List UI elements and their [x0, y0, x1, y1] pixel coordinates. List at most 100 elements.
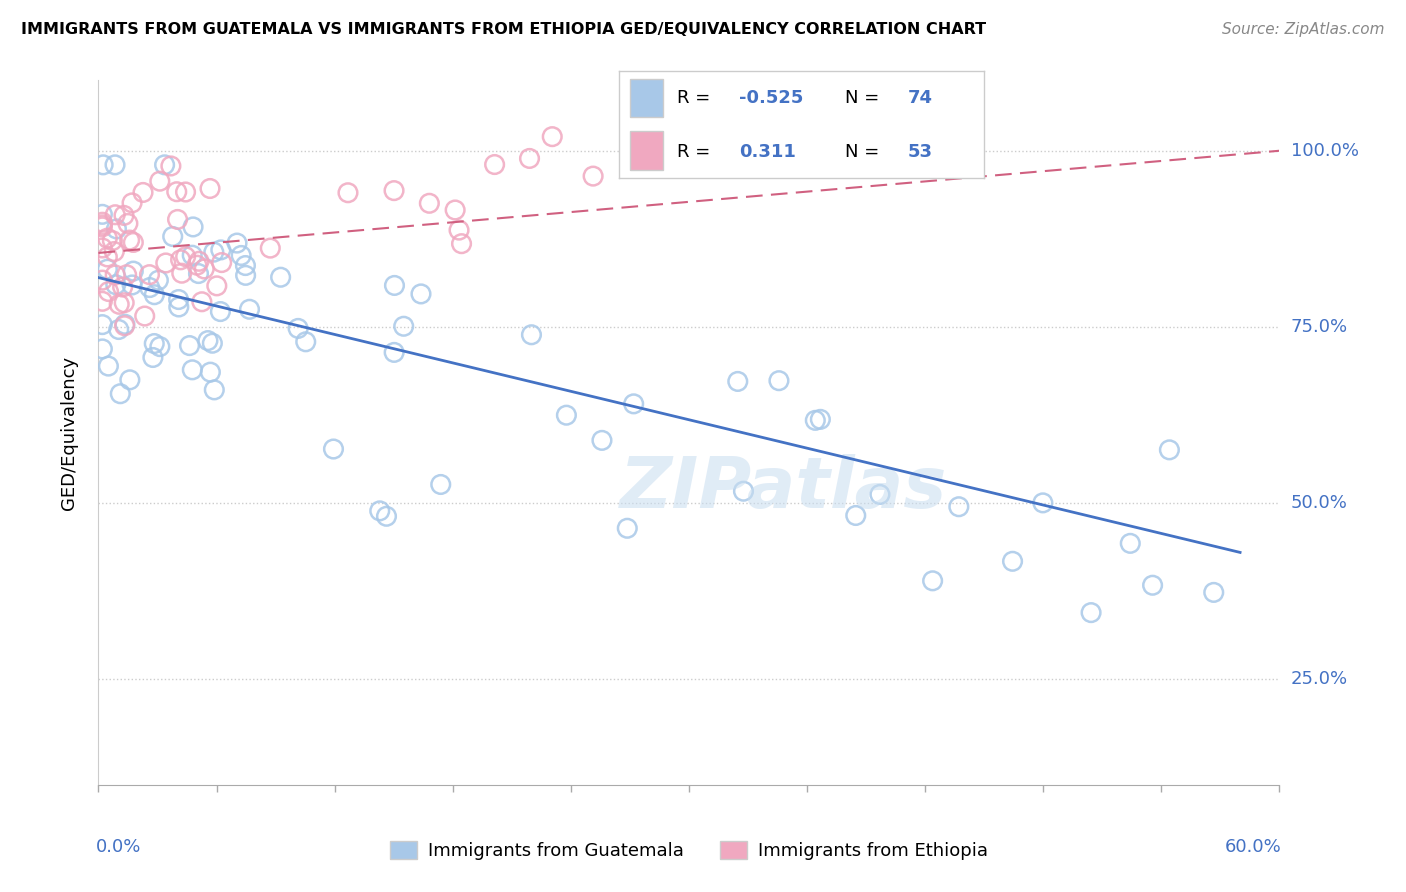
Point: [142, 351, 165, 365]
Point: [259, 241, 281, 255]
Text: -0.525: -0.525: [740, 89, 804, 107]
Point: [138, 268, 160, 282]
Point: [294, 334, 316, 349]
Point: [287, 321, 309, 335]
Text: 60.0%: 60.0%: [1225, 838, 1282, 855]
Point: [1080, 606, 1102, 620]
Point: [845, 508, 868, 523]
Text: 74: 74: [907, 89, 932, 107]
Point: [200, 365, 222, 379]
Point: [170, 266, 193, 280]
Point: [91, 241, 114, 255]
Point: [149, 340, 172, 354]
Point: [122, 264, 145, 278]
Point: [555, 408, 578, 422]
Point: [447, 223, 470, 237]
Text: 100.0%: 100.0%: [1291, 142, 1358, 160]
Text: R =: R =: [678, 89, 716, 107]
Point: [110, 386, 132, 401]
Point: [444, 202, 467, 217]
Text: ZIPatlas: ZIPatlas: [620, 455, 948, 524]
Point: [198, 181, 221, 195]
Point: [211, 255, 233, 269]
Point: [188, 254, 211, 268]
Point: [174, 250, 197, 264]
Point: [1119, 536, 1142, 550]
Point: [91, 219, 114, 234]
Point: [96, 231, 118, 245]
Text: 53: 53: [907, 143, 932, 161]
Point: [167, 293, 190, 307]
Point: [167, 300, 190, 314]
Point: [91, 273, 114, 287]
Point: [96, 262, 118, 277]
Text: 0.0%: 0.0%: [96, 838, 142, 855]
Point: [733, 484, 755, 499]
Point: [121, 195, 143, 210]
Point: [226, 236, 249, 251]
Point: [382, 184, 405, 198]
Point: [104, 277, 127, 292]
Y-axis label: GED/Equivalency: GED/Equivalency: [59, 356, 77, 509]
Text: Source: ZipAtlas.com: Source: ZipAtlas.com: [1222, 22, 1385, 37]
Point: [104, 208, 127, 222]
Point: [270, 270, 292, 285]
Point: [541, 129, 564, 144]
Text: IMMIGRANTS FROM GUATEMALA VS IMMIGRANTS FROM ETHIOPIA GED/EQUIVALENCY CORRELATIO: IMMIGRANTS FROM GUATEMALA VS IMMIGRANTS …: [21, 22, 986, 37]
Point: [101, 234, 124, 248]
Point: [91, 215, 114, 229]
Point: [166, 212, 188, 227]
Point: [91, 294, 114, 309]
Point: [519, 152, 541, 166]
Point: [582, 169, 605, 183]
Point: [1032, 496, 1054, 510]
Point: [193, 262, 215, 277]
Point: [104, 268, 127, 282]
Point: [181, 219, 204, 234]
Point: [162, 229, 184, 244]
Point: [392, 319, 415, 334]
Point: [103, 244, 125, 259]
Point: [209, 243, 232, 257]
Point: [808, 412, 831, 426]
Point: [869, 487, 891, 501]
Point: [97, 359, 120, 373]
Point: [201, 336, 224, 351]
Point: [921, 574, 943, 588]
Point: [238, 302, 260, 317]
Point: [97, 285, 120, 299]
Point: [181, 248, 204, 262]
Point: [105, 222, 128, 236]
Point: [111, 280, 134, 294]
Point: [623, 397, 645, 411]
Point: [107, 322, 129, 336]
Point: [91, 342, 114, 356]
Point: [231, 248, 253, 262]
Point: [179, 338, 201, 352]
Point: [166, 185, 188, 199]
Point: [616, 521, 638, 535]
Point: [409, 287, 432, 301]
Point: [205, 278, 228, 293]
Point: [174, 185, 197, 199]
Point: [948, 500, 970, 514]
Point: [112, 295, 135, 310]
Point: [138, 280, 160, 294]
Point: [121, 277, 143, 292]
Point: [91, 318, 114, 332]
Point: [96, 250, 118, 264]
Text: R =: R =: [678, 143, 716, 161]
Point: [368, 504, 391, 518]
Bar: [630, 131, 662, 169]
Point: [91, 207, 114, 221]
Point: [143, 336, 166, 351]
Point: [429, 477, 451, 491]
Point: [117, 217, 139, 231]
Text: 75.0%: 75.0%: [1291, 318, 1348, 336]
Point: [1159, 442, 1181, 457]
Point: [418, 196, 440, 211]
Point: [384, 278, 406, 293]
Point: [155, 256, 177, 270]
Point: [727, 375, 749, 389]
Text: 25.0%: 25.0%: [1291, 670, 1348, 689]
